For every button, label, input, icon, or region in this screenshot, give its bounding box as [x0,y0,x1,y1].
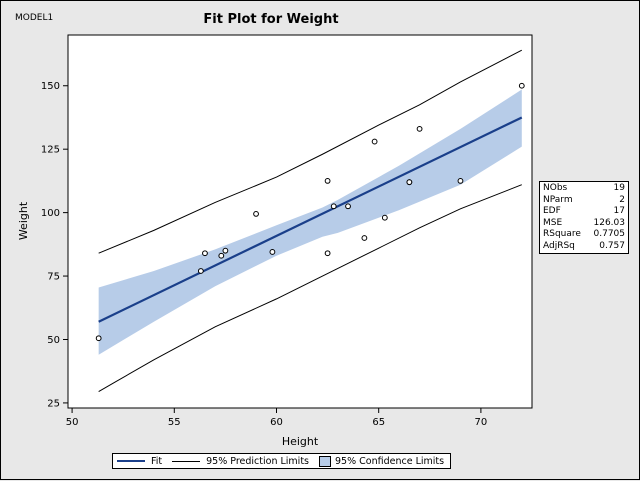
stat-value: 19 [613,183,625,193]
prediction-limit-lower [98,184,522,392]
stat-value: 0.7705 [593,229,626,239]
stat-value: 17 [613,206,625,216]
stat-label: RSquare [543,229,581,239]
stat-label: AdjRSq [543,240,575,251]
y-axis-title: Weight [17,201,30,240]
y-axis: 25 50 75 100 125 150 [41,81,68,409]
data-point [95,335,102,342]
stat-label: NObs [543,183,568,193]
data-point [330,203,337,210]
data-point [406,179,413,186]
legend-label-fit: Fit [151,455,163,467]
data-point [197,268,204,274]
fit-line-swatch [117,460,145,462]
stat-label: EDF [543,206,561,216]
data-point [269,249,276,255]
y-tick-label: 25 [47,398,60,409]
legend-label-confidence: 95% Confidence Limits [335,455,445,467]
x-tick-label: 70 [475,417,488,428]
legend-label-prediction: 95% Prediction Limits [206,455,309,467]
y-tick-label: 125 [41,145,60,156]
data-point [381,214,388,221]
stat-label: MSE [543,217,563,228]
stat-row-nobs: NObs 19 [543,183,625,195]
x-tick-label: 55 [168,417,181,428]
legend-item-prediction: 95% Prediction Limits [172,456,309,467]
legend-item-confidence: 95% Confidence Limits [319,455,445,467]
data-point [218,252,225,259]
data-point [371,138,378,145]
stat-row-nparm: NParm 2 [543,195,625,207]
x-axis: 50 55 60 65 70 [66,408,488,428]
y-tick-label: 100 [41,208,60,219]
stat-value: 0.757 [599,240,625,251]
prediction-line-swatch [172,460,201,462]
confidence-band-layer [98,89,522,355]
x-tick-label: 50 [66,417,79,428]
model-label: MODEL1 [15,13,54,23]
stat-row-edf: EDF 17 [543,206,625,218]
data-point [416,125,423,132]
stat-value: 126.03 [593,217,626,228]
observations-layer [95,82,525,342]
data-point [457,178,464,184]
y-tick-label: 75 [47,272,60,283]
fit-line-layer [98,116,523,323]
stat-row-rsquare: RSquare 0.7705 [543,229,625,241]
data-point [202,250,208,257]
data-point [253,210,259,217]
data-point [324,178,331,184]
confidence-band-swatch [319,455,331,467]
stat-label: NParm [543,194,573,205]
prediction-limit-upper [98,49,523,254]
legend-item-fit: Fit [117,456,162,467]
data-point [222,247,229,254]
stat-value: 2 [619,194,625,205]
x-axis-title: Height [282,435,319,448]
x-tick-label: 65 [372,417,385,428]
data-point [345,203,351,210]
confidence-band [98,89,522,355]
x-tick-label: 60 [270,417,283,428]
y-tick-label: 50 [47,335,60,346]
data-point [324,250,331,257]
chart-title: Fit Plot for Weight [203,12,339,27]
data-point [361,235,368,241]
stat-row-mse: MSE 126.03 [543,218,625,230]
prediction-limits-layer [98,49,523,392]
y-tick-label: 150 [41,81,60,92]
fit-line [98,116,523,323]
fit-statistics-box: NObs 19 NParm 2 EDF 17 MSE 126.03 RSquare 0.7705 A… [539,181,629,254]
legend: Fit 95% Prediction Limits 95% Confidence… [112,453,452,469]
stat-row-adjrsq: AdjRSq 0.757 [543,241,625,253]
data-point [518,82,525,89]
